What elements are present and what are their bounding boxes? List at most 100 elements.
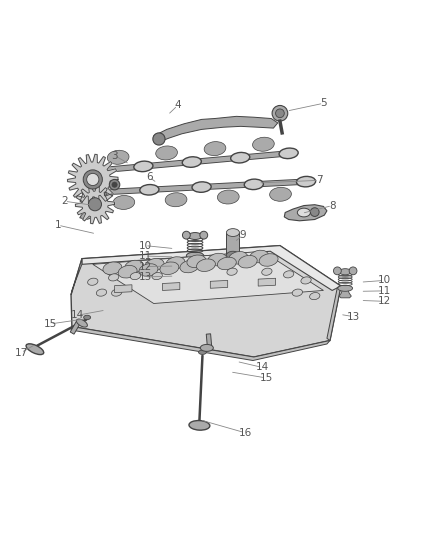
Text: 8: 8 [329, 200, 336, 211]
Text: 13: 13 [138, 272, 152, 282]
Ellipse shape [217, 190, 239, 204]
Polygon shape [327, 286, 341, 341]
Text: 7: 7 [316, 175, 322, 185]
Ellipse shape [231, 152, 250, 163]
Ellipse shape [152, 272, 162, 280]
Text: 14: 14 [256, 362, 269, 373]
Polygon shape [75, 185, 115, 224]
Ellipse shape [107, 150, 129, 164]
Ellipse shape [182, 157, 201, 167]
Ellipse shape [26, 344, 44, 354]
Ellipse shape [153, 133, 165, 145]
Polygon shape [188, 258, 202, 266]
Ellipse shape [83, 170, 102, 189]
Ellipse shape [188, 232, 202, 239]
Ellipse shape [259, 254, 278, 266]
Ellipse shape [189, 421, 210, 430]
Ellipse shape [198, 350, 206, 354]
Polygon shape [115, 285, 132, 293]
Text: 13: 13 [346, 312, 360, 321]
Polygon shape [258, 278, 276, 286]
Ellipse shape [253, 137, 274, 151]
Ellipse shape [186, 252, 204, 259]
Ellipse shape [310, 293, 320, 300]
Polygon shape [71, 259, 82, 295]
Text: 14: 14 [71, 310, 84, 320]
Text: 11: 11 [138, 251, 152, 261]
Ellipse shape [200, 344, 213, 351]
Ellipse shape [125, 260, 144, 273]
Ellipse shape [250, 250, 268, 263]
Polygon shape [284, 205, 327, 221]
Polygon shape [339, 290, 351, 298]
Ellipse shape [156, 146, 177, 160]
Text: 15: 15 [43, 319, 57, 329]
Ellipse shape [197, 259, 215, 271]
Ellipse shape [139, 264, 158, 276]
Polygon shape [82, 246, 341, 290]
Ellipse shape [208, 253, 227, 266]
Polygon shape [226, 232, 240, 255]
Polygon shape [67, 155, 118, 205]
Ellipse shape [109, 274, 119, 281]
Ellipse shape [279, 148, 298, 159]
Text: 10: 10 [138, 240, 152, 251]
Ellipse shape [88, 187, 107, 198]
Text: 10: 10 [378, 276, 391, 286]
Text: 15: 15 [259, 373, 272, 383]
Ellipse shape [333, 267, 341, 275]
Ellipse shape [112, 289, 122, 296]
Polygon shape [206, 334, 212, 347]
Ellipse shape [118, 265, 137, 278]
Ellipse shape [84, 315, 91, 320]
Ellipse shape [200, 231, 208, 239]
Text: 1: 1 [55, 220, 61, 230]
Polygon shape [154, 116, 278, 142]
Ellipse shape [297, 208, 311, 217]
Ellipse shape [113, 196, 135, 209]
Ellipse shape [88, 198, 102, 211]
Ellipse shape [338, 285, 353, 292]
Polygon shape [71, 246, 341, 357]
Text: 11: 11 [378, 286, 391, 296]
Ellipse shape [301, 277, 311, 284]
Ellipse shape [272, 106, 288, 121]
Ellipse shape [349, 267, 357, 275]
Polygon shape [80, 206, 106, 220]
Ellipse shape [311, 208, 319, 216]
Ellipse shape [165, 193, 187, 207]
Text: 3: 3 [111, 150, 118, 160]
Text: 17: 17 [14, 348, 28, 358]
Ellipse shape [103, 262, 122, 274]
Polygon shape [93, 251, 323, 303]
Ellipse shape [297, 176, 316, 187]
Ellipse shape [166, 257, 185, 269]
Ellipse shape [192, 182, 211, 192]
Text: 12: 12 [138, 262, 152, 271]
Ellipse shape [76, 319, 88, 327]
Ellipse shape [270, 187, 291, 201]
Ellipse shape [160, 262, 179, 274]
Ellipse shape [204, 142, 226, 156]
Text: 6: 6 [146, 172, 153, 182]
Text: 4: 4 [174, 100, 181, 110]
Ellipse shape [130, 272, 141, 280]
Ellipse shape [226, 229, 240, 237]
Ellipse shape [217, 257, 236, 270]
Ellipse shape [134, 161, 153, 172]
Ellipse shape [180, 260, 199, 273]
Ellipse shape [229, 252, 247, 264]
Text: 5: 5 [320, 98, 327, 108]
Ellipse shape [85, 165, 105, 176]
Ellipse shape [244, 179, 263, 190]
Ellipse shape [226, 251, 240, 259]
Text: 16: 16 [238, 428, 252, 438]
Polygon shape [210, 280, 228, 288]
Text: 2: 2 [61, 196, 68, 206]
Ellipse shape [110, 180, 120, 190]
Ellipse shape [112, 182, 117, 187]
Ellipse shape [140, 184, 159, 195]
Polygon shape [162, 282, 180, 290]
Ellipse shape [283, 271, 294, 278]
Ellipse shape [238, 255, 257, 268]
